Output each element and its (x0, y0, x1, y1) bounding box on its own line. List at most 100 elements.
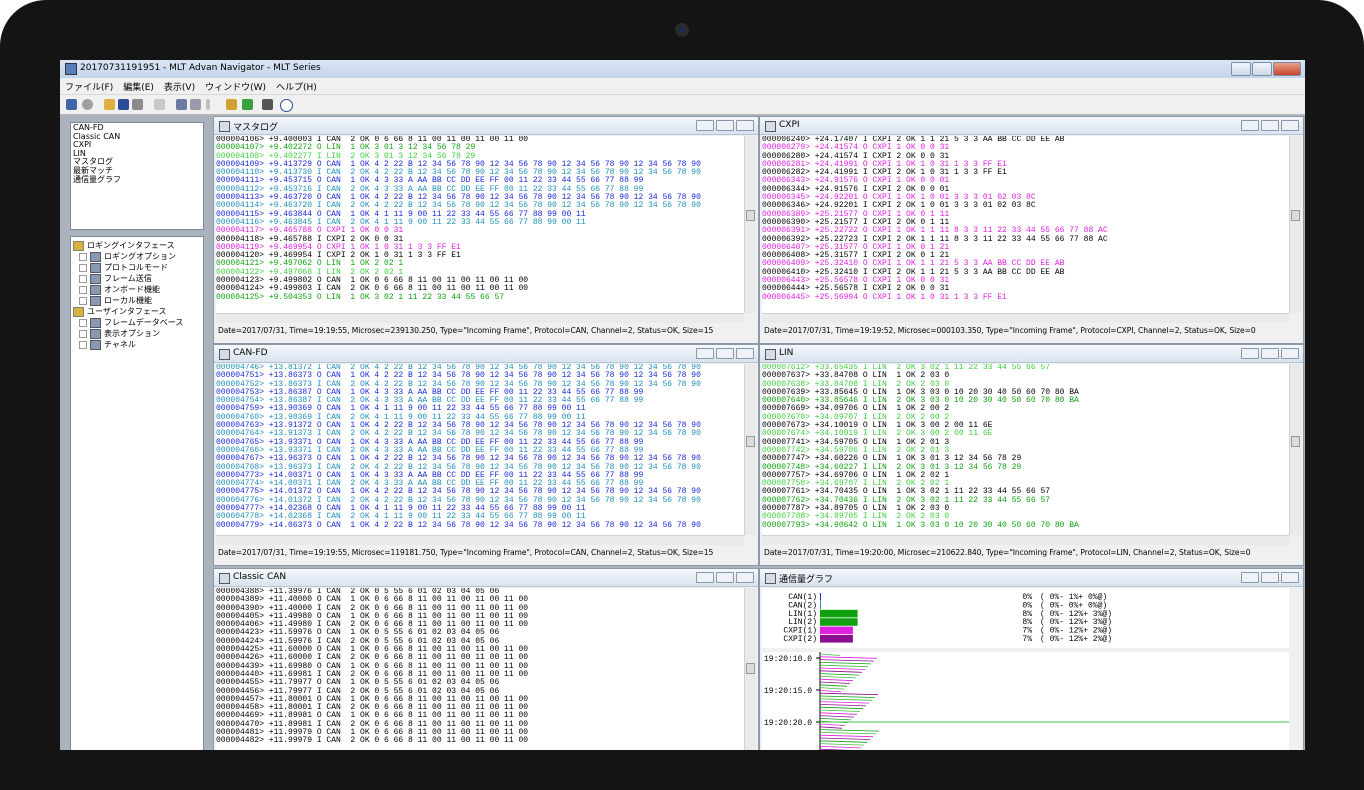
log-line: 000004120> +9.469954 I CXPI 2 OK 1 0 31 … (216, 251, 461, 261)
close-button[interactable] (1281, 348, 1299, 359)
tree-node[interactable]: ローカル機能 (73, 295, 201, 306)
window-icon (765, 349, 776, 360)
trace-line (819, 662, 872, 665)
trace-line (819, 684, 848, 687)
toolbar-button[interactable] (280, 99, 293, 112)
expander (79, 296, 87, 305)
app-icon (65, 63, 77, 75)
scroll-thumb[interactable] (746, 663, 755, 674)
trace-line (819, 664, 869, 668)
tree-node[interactable]: チャネル (73, 339, 201, 350)
close-button[interactable] (1273, 62, 1301, 76)
menu-item[interactable]: ファイル(F) (65, 83, 114, 93)
tree-node[interactable]: プロトコルモード (73, 262, 201, 273)
minimize-button[interactable] (1241, 572, 1259, 583)
close-button[interactable] (736, 348, 754, 359)
log-line: 000004481> +11.99979 O CAN 1 OK 0 6 66 8… (216, 728, 529, 738)
toolbar-button[interactable] (82, 99, 93, 110)
toolbar-button[interactable] (104, 99, 115, 110)
minimize-button[interactable] (1241, 120, 1259, 131)
restore-button[interactable] (1261, 120, 1279, 131)
log-line: 000004425> +11.60000 O CAN 1 OK 0 6 66 8… (216, 645, 529, 655)
minimize-button[interactable] (1241, 348, 1259, 359)
traffic-bar (820, 601, 821, 609)
tree-icon (90, 328, 101, 339)
tree-icon (90, 284, 101, 295)
tree-node[interactable]: フレームデータベース (73, 317, 201, 328)
minimize-button[interactable] (696, 120, 714, 131)
minimize-button[interactable] (696, 348, 714, 359)
view-item[interactable]: LIN (73, 148, 86, 158)
scroll-thumb[interactable] (746, 436, 755, 447)
trace-line (819, 729, 880, 732)
log-line: 000004775> +14.01372 O CAN 1 OK 4 2 22 B… (216, 487, 701, 497)
scroll-thumb[interactable] (1291, 436, 1300, 447)
value-label: 7% (1022, 635, 1032, 644)
tree-node[interactable]: 表示オプション (73, 328, 201, 339)
view-item[interactable]: 最新マッチ (73, 165, 113, 175)
log-line: 000006281> +24.41991 O CXPI 1 OK 1 0 31 … (762, 159, 1007, 169)
restore-button[interactable] (716, 572, 734, 583)
toolbar-button[interactable] (226, 99, 237, 110)
value-label: 0% (1022, 593, 1032, 602)
window-caption: CXPI (760, 117, 1303, 135)
view-item[interactable]: Classic CAN (73, 131, 121, 141)
tree-node[interactable]: ロギングオプション (73, 251, 201, 262)
minimize-button[interactable] (1231, 62, 1251, 76)
maximize-button[interactable] (1252, 62, 1272, 76)
log-line: 000007758> +34.69707 I LIN 2 OK 2 02 1 (762, 479, 950, 489)
close-button[interactable] (1281, 120, 1299, 131)
range-label: ( 0%- 1%+ 0%@) (1040, 593, 1107, 602)
toolbar-button[interactable] (262, 99, 273, 110)
log-line: 000006407> +25.31577 O CXPI 1 OK 0 1 21 (762, 242, 950, 252)
trace-line (819, 726, 843, 729)
log-line: 000004440> +11.69981 I CAN 2 OK 0 6 66 8… (216, 669, 529, 679)
tree-node[interactable]: ロギングインタフェース (73, 240, 201, 251)
toolbar-button[interactable] (190, 99, 201, 110)
log-line: 000004389> +11.40000 O CAN 1 OK 0 6 66 8… (216, 595, 529, 605)
toolbar-button[interactable] (132, 99, 143, 110)
restore-button[interactable] (1261, 348, 1279, 359)
menu-item[interactable]: 編集(E) (123, 83, 154, 93)
menu-item[interactable]: ウィンドウ(W) (205, 83, 267, 93)
log-line: 000007793> +34.90642 O LIN 1 OK 3 03 0 1… (762, 520, 1079, 530)
toolbar-button[interactable] (242, 99, 253, 110)
tree-label: プロトコルモード (104, 263, 168, 272)
log-line: 000006392> +25.22723 I CXPI 2 OK 1 1 11 … (762, 234, 1108, 244)
toolbar-button[interactable] (176, 99, 187, 110)
log-line: 000004765> +13.93371 O CAN 1 OK 4 3 33 A… (216, 437, 644, 447)
restore-button[interactable] (716, 348, 734, 359)
log-line: 000007757> +34.69706 O LIN 1 OK 2 02 1 (762, 470, 950, 480)
view-item[interactable]: 通信量グラフ (73, 174, 121, 184)
toolbar-button[interactable] (66, 99, 77, 110)
tree-node[interactable]: フレーム送信 (73, 273, 201, 284)
range-label: ( 0%- 12%+ 3%@) (1040, 618, 1112, 627)
view-item[interactable]: CXPI (73, 140, 92, 150)
toolbar-button[interactable] (206, 99, 210, 110)
trace-line (819, 673, 860, 676)
minimize-button[interactable] (696, 572, 714, 583)
restore-button[interactable] (1261, 572, 1279, 583)
trace-line (819, 734, 874, 738)
window-caption: Classic CAN (214, 569, 758, 587)
close-button[interactable] (736, 120, 754, 131)
scroll-thumb[interactable] (746, 210, 755, 221)
menu-item[interactable]: ヘルプ(H) (276, 83, 317, 93)
trace-line (819, 698, 873, 701)
tree-node[interactable]: ユーザインタフェース (73, 306, 201, 317)
tree-node[interactable]: オンボード機能 (73, 284, 201, 295)
menu-bar: ファイル(F) 編集(E) 表示(V) ウィンドウ(W) ヘルプ(H) (60, 78, 1305, 95)
window-controls (1231, 62, 1301, 76)
log-line: 000004751> +13.86373 O CAN 1 OK 4 2 22 B… (216, 371, 701, 381)
toolbar-button[interactable] (154, 99, 165, 110)
log-line: 000006390> +25.21577 I CXPI 2 OK 0 1 11 (762, 217, 950, 227)
log-line: 000004456> +11.79977 I CAN 2 OK 0 5 55 6… (216, 686, 500, 696)
close-button[interactable] (1281, 572, 1299, 583)
close-button[interactable] (736, 572, 754, 583)
toolbar-button[interactable] (118, 99, 129, 110)
restore-button[interactable] (716, 120, 734, 131)
view-item[interactable]: マスタログ (73, 157, 113, 167)
view-item[interactable]: CAN-FD (73, 123, 104, 132)
menu-item[interactable]: 表示(V) (163, 83, 196, 93)
scroll-thumb[interactable] (1291, 210, 1300, 221)
